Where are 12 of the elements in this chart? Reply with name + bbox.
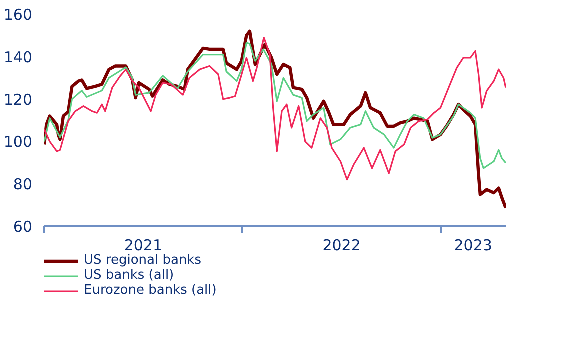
y-tick-label: 140 xyxy=(4,48,33,66)
y-tick-label: 120 xyxy=(4,90,33,109)
x-tick-label: 2022 xyxy=(322,236,361,254)
legend-label: US banks (all) xyxy=(84,268,174,283)
y-tick-label: 100 xyxy=(4,133,33,152)
x-tick-label: 2023 xyxy=(454,236,492,254)
y-tick-label: 160 xyxy=(4,6,33,24)
x-tick-label: 2021 xyxy=(124,236,163,254)
y-tick-label: 60 xyxy=(13,218,33,236)
legend-label: US regional banks xyxy=(84,253,202,268)
y-tick-label: 80 xyxy=(13,176,33,194)
legend-label: Eurozone banks (all) xyxy=(84,283,217,298)
